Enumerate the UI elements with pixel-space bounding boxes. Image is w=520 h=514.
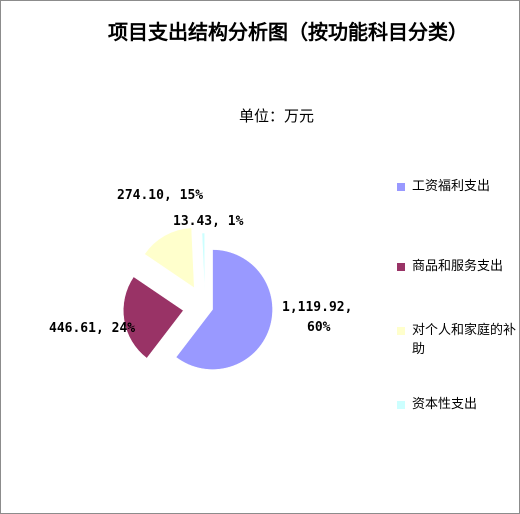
chart-title: 项目支出结构分析图（按功能科目分类） bbox=[108, 20, 468, 44]
pie-slice bbox=[123, 276, 184, 359]
pie-slice bbox=[201, 232, 205, 294]
data-label: 446.61, 24% bbox=[49, 321, 135, 336]
legend-swatch bbox=[397, 263, 405, 271]
legend-item-household-subsidy: 对个人和家庭的补助 bbox=[397, 321, 519, 395]
data-label: 1,119.92, bbox=[282, 300, 352, 315]
legend-item-wages: 工资福利支出 bbox=[397, 177, 519, 257]
legend-label: 对个人和家庭的补助 bbox=[412, 323, 517, 357]
data-label: 274.10, 15% bbox=[117, 188, 203, 203]
legend-swatch bbox=[397, 183, 405, 191]
legend-item-goods-services: 商品和服务支出 bbox=[397, 257, 519, 321]
chart-subtitle: 单位：万元 bbox=[239, 107, 315, 125]
legend-swatch bbox=[397, 401, 405, 409]
legend-label: 商品和服务支出 bbox=[412, 259, 504, 274]
pie-slice bbox=[144, 227, 195, 289]
data-label: 13.43, 1% bbox=[173, 214, 244, 229]
legend-swatch bbox=[397, 327, 405, 335]
legend: 工资福利支出 商品和服务支出 对个人和家庭的补助 资本性支出 bbox=[397, 177, 519, 415]
data-label: 60% bbox=[307, 320, 331, 335]
pie-slice bbox=[175, 249, 273, 370]
legend-label: 工资福利支出 bbox=[412, 179, 491, 194]
legend-item-capital: 资本性支出 bbox=[397, 395, 519, 415]
legend-label: 资本性支出 bbox=[412, 397, 478, 412]
